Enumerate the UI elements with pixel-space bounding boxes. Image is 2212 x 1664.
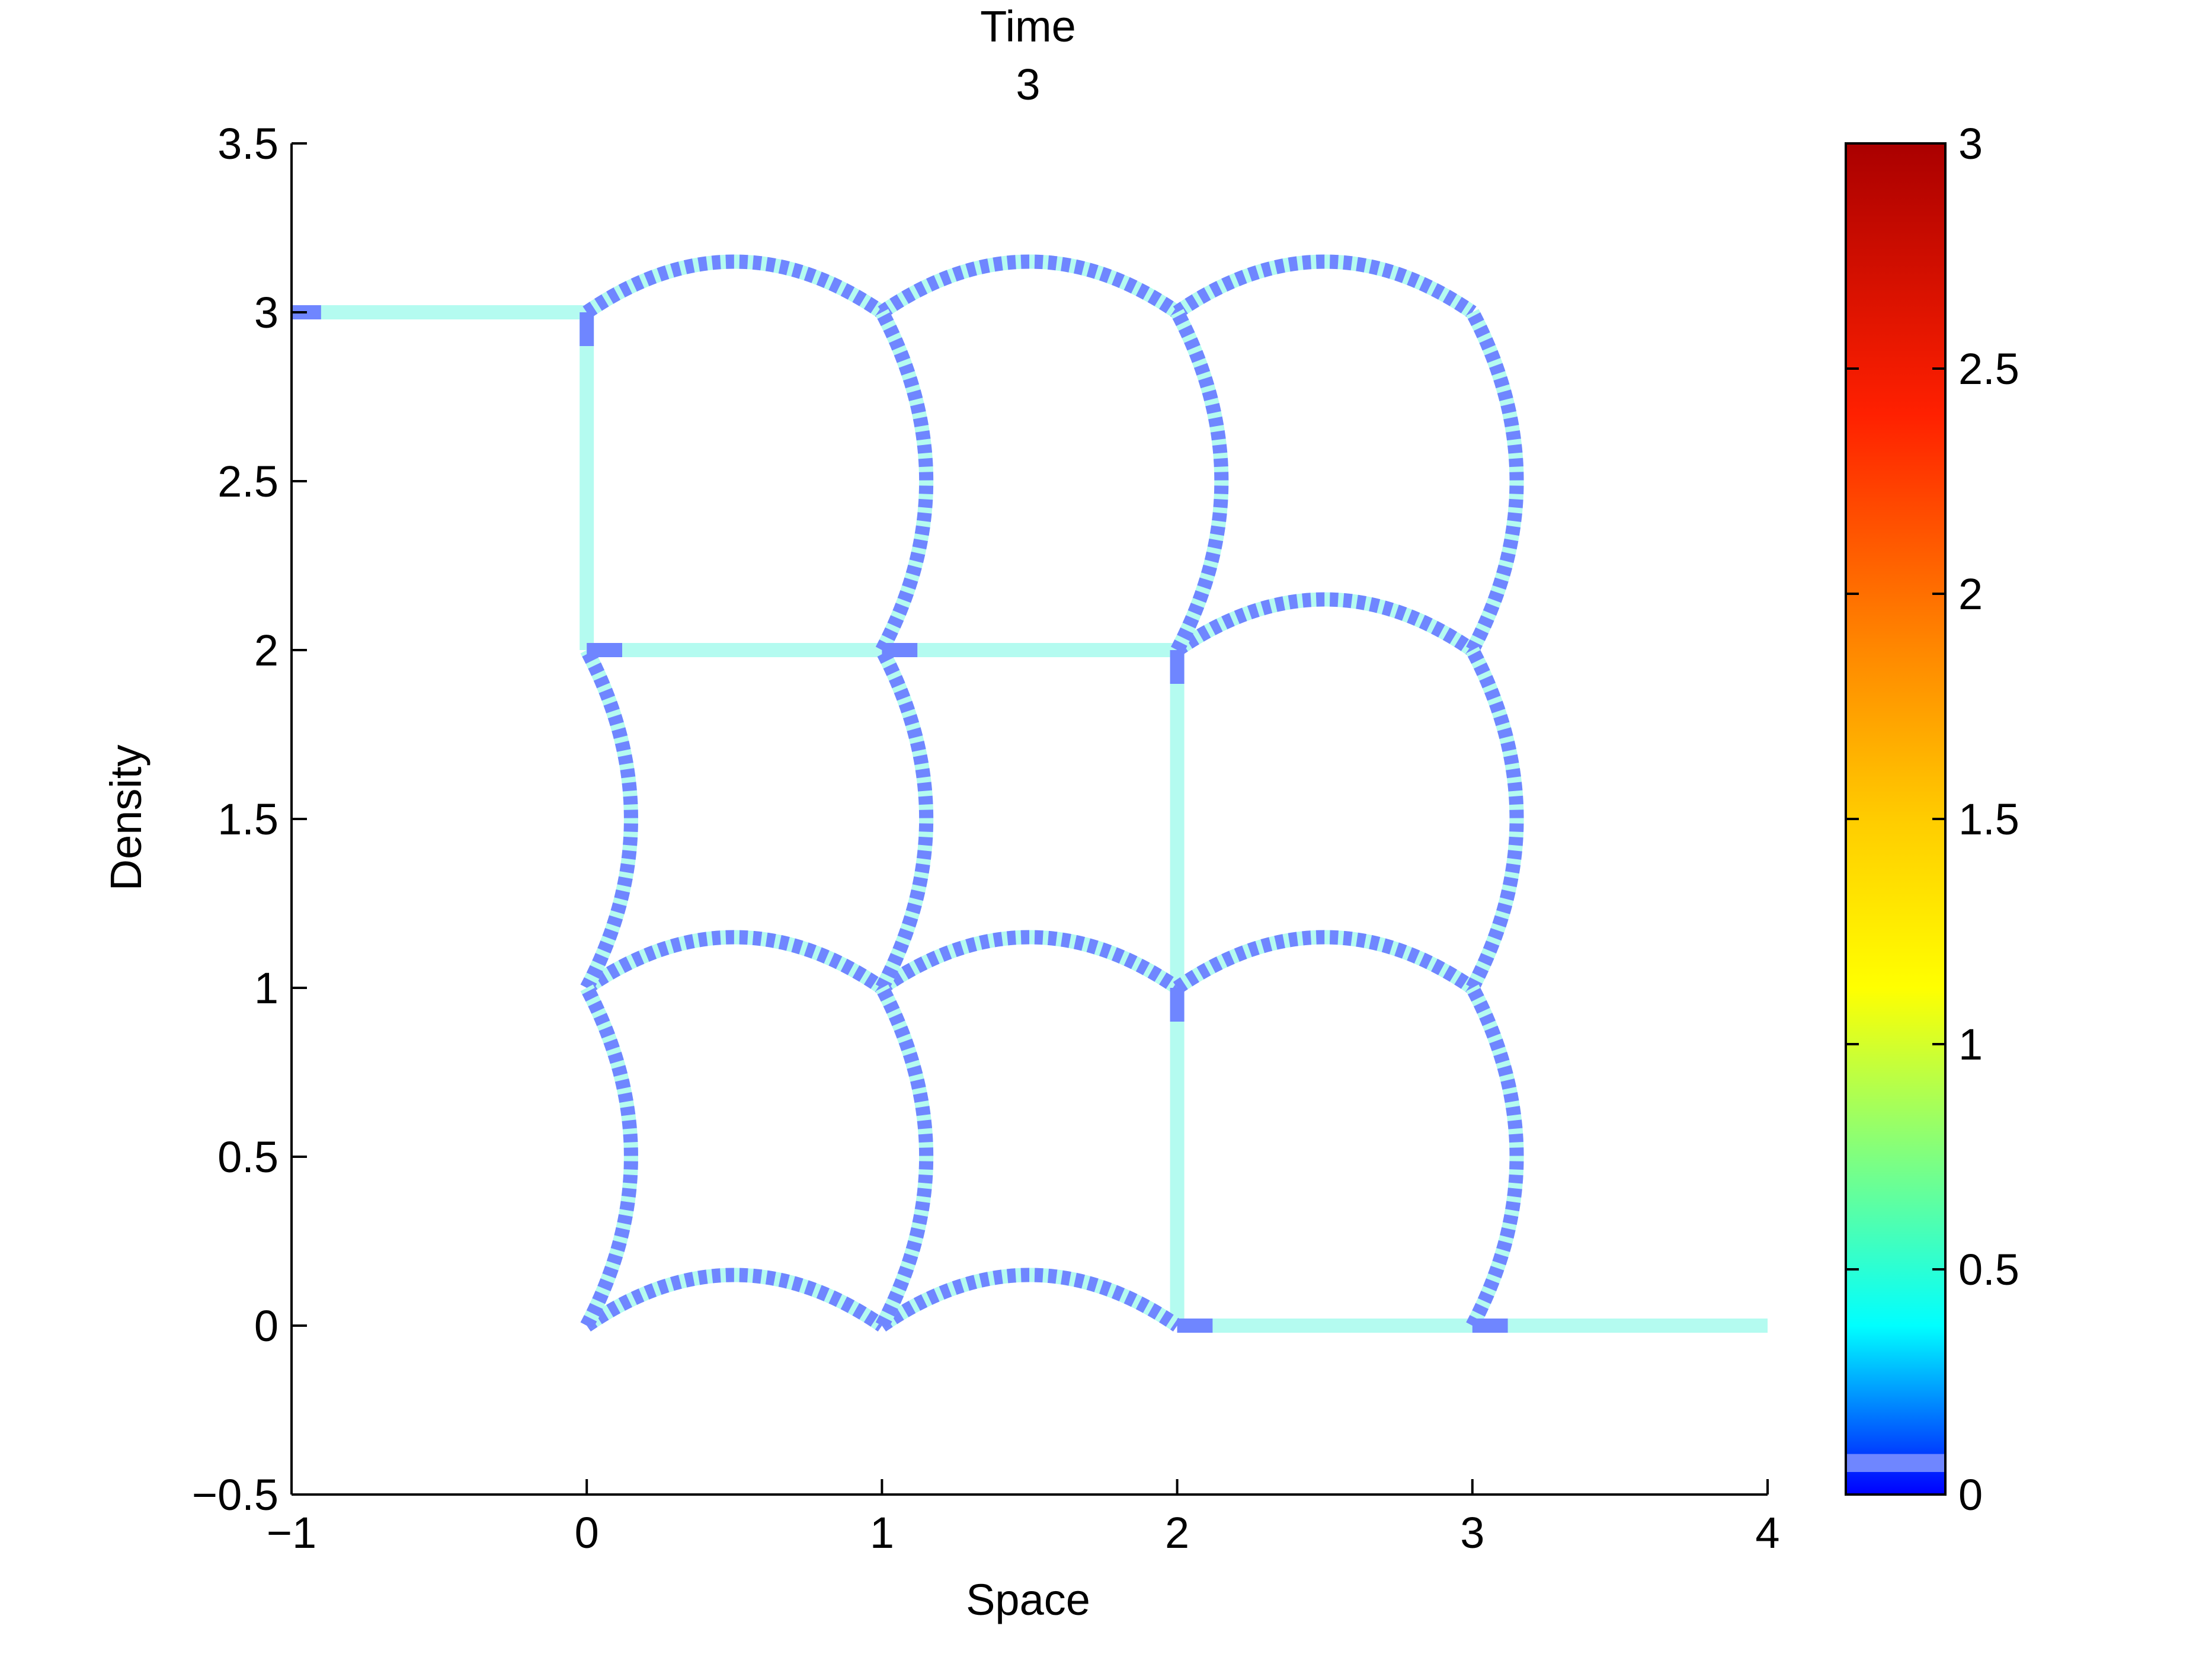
plot-area xyxy=(292,254,1768,1333)
x-tick-label-2: 1 xyxy=(870,1508,894,1557)
arc-horizontal-4 xyxy=(582,930,886,994)
arc-horizontal-7 xyxy=(582,1268,886,1332)
axes: −1 0 1 2 3 4 −0.5 0 0.5 1 1.5 2 2.5 3 3.5 xyxy=(192,119,1780,1557)
x-tick-label-4: 3 xyxy=(1460,1508,1484,1557)
y-tick-label-4: 1.5 xyxy=(217,795,278,844)
arc-vertical-6 xyxy=(580,984,638,1329)
colorbar-tick-label-0: 0 xyxy=(1958,1470,1983,1519)
arc-vertical-8 xyxy=(1466,984,1524,1329)
colorbar-tick-label-4: 2 xyxy=(1958,569,1983,619)
arc-horizontal-1 xyxy=(878,254,1182,318)
y-tick-label-8: 3.5 xyxy=(217,119,278,168)
x-axis-label: Space xyxy=(966,1575,1090,1624)
x-tick-label-1: 0 xyxy=(575,1508,599,1557)
arc-horizontal-5 xyxy=(878,930,1182,994)
colorbar-tick-label-1: 0.5 xyxy=(1958,1245,2019,1294)
colorbar-tick-label-2: 1 xyxy=(1958,1020,1983,1069)
x-tick-label-0: −1 xyxy=(267,1508,316,1557)
arc-vertical-1 xyxy=(1170,309,1229,654)
chart-title-line2: 3 xyxy=(1016,60,1040,109)
y-axis-label: Density xyxy=(101,745,151,891)
x-tick-label-3: 2 xyxy=(1165,1508,1189,1557)
arc-vertical-2 xyxy=(1466,309,1524,654)
colorbar: 0 0.5 1 1.5 2 2.5 3 xyxy=(1845,119,2019,1519)
y-tick-label-0: −0.5 xyxy=(192,1470,278,1519)
arc-vertical-3 xyxy=(580,647,638,991)
colorbar-tick-label-3: 1.5 xyxy=(1958,795,2019,844)
colorbar-marked-band xyxy=(1846,1454,1945,1472)
arc-curves xyxy=(580,254,1524,1332)
arc-vertical-0 xyxy=(875,309,934,654)
endpoint-marks xyxy=(292,305,1508,1333)
y-tick-label-7: 3 xyxy=(254,288,278,337)
colorbar-gradient xyxy=(1846,143,1945,1495)
x-tick-label-5: 4 xyxy=(1755,1508,1779,1557)
arc-horizontal-2 xyxy=(1173,254,1477,318)
arc-vertical-7 xyxy=(875,984,934,1329)
arc-horizontal-6 xyxy=(1173,930,1477,994)
colorbar-tick-label-5: 2.5 xyxy=(1958,344,2019,393)
y-tick-label-2: 0.5 xyxy=(217,1132,278,1182)
y-tick-label-1: 0 xyxy=(254,1301,278,1351)
y-tick-label-6: 2.5 xyxy=(217,457,278,506)
arc-horizontal-3 xyxy=(1173,592,1477,656)
y-tick-label-3: 1 xyxy=(254,964,278,1013)
arc-vertical-4 xyxy=(875,647,934,991)
colorbar-tick-label-6: 3 xyxy=(1958,119,1983,168)
y-tick-label-5: 2 xyxy=(254,626,278,675)
chart-title-line1: Time xyxy=(980,2,1076,51)
arc-horizontal-0 xyxy=(582,254,886,318)
arc-horizontal-8 xyxy=(878,1268,1182,1332)
arc-vertical-5 xyxy=(1466,647,1524,991)
flat-segments xyxy=(292,305,1768,1333)
